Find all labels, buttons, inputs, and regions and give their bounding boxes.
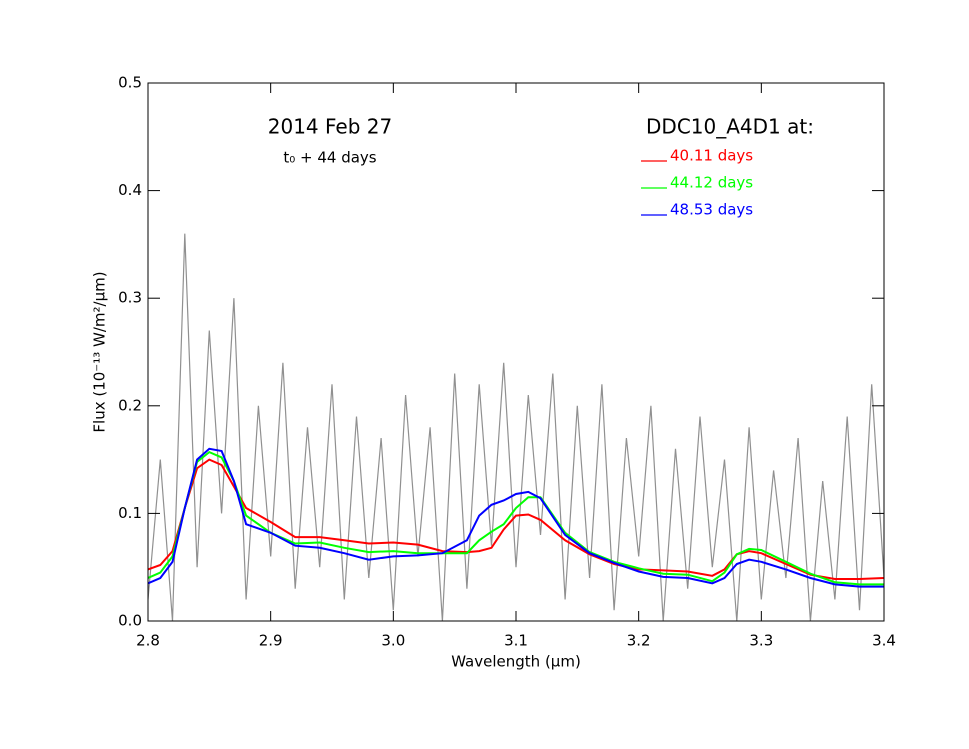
y-axis-label: Flux (10⁻¹³ W/m²/μm) bbox=[91, 271, 109, 432]
y-tick-label: 0.5 bbox=[118, 74, 142, 92]
x-tick-label: 2.9 bbox=[259, 632, 283, 650]
model-line bbox=[148, 458, 884, 580]
legend-label: 48.53 days bbox=[670, 201, 753, 219]
y-tick-label: 0.3 bbox=[118, 289, 142, 307]
chart-title: 2014 Feb 27 bbox=[268, 115, 392, 139]
x-axis-label: Wavelength (μm) bbox=[451, 653, 581, 671]
model-line bbox=[148, 447, 884, 588]
x-tick-label: 3.0 bbox=[381, 632, 405, 650]
legend-label: 44.12 days bbox=[670, 174, 753, 192]
model-line bbox=[148, 450, 884, 586]
axes-frame bbox=[147, 82, 885, 622]
x-tick-label: 3.1 bbox=[504, 632, 528, 650]
legend-title: DDC10_A4D1 at: bbox=[646, 115, 814, 139]
x-tick-label: 3.4 bbox=[872, 632, 896, 650]
x-tick-label: 3.3 bbox=[749, 632, 773, 650]
plot-area bbox=[148, 233, 884, 621]
legend-label: 40.11 days bbox=[670, 147, 753, 165]
annotation: t₀ + 44 days bbox=[283, 149, 376, 167]
y-tick-label: 0.1 bbox=[118, 504, 142, 522]
x-tick-label: 2.8 bbox=[136, 632, 160, 650]
y-tick-label: 0.0 bbox=[118, 612, 142, 630]
y-tick-label: 0.4 bbox=[118, 181, 142, 199]
x-tick-label: 3.2 bbox=[627, 632, 651, 650]
y-tick-label: 0.2 bbox=[118, 396, 142, 414]
observed-line bbox=[148, 233, 884, 621]
